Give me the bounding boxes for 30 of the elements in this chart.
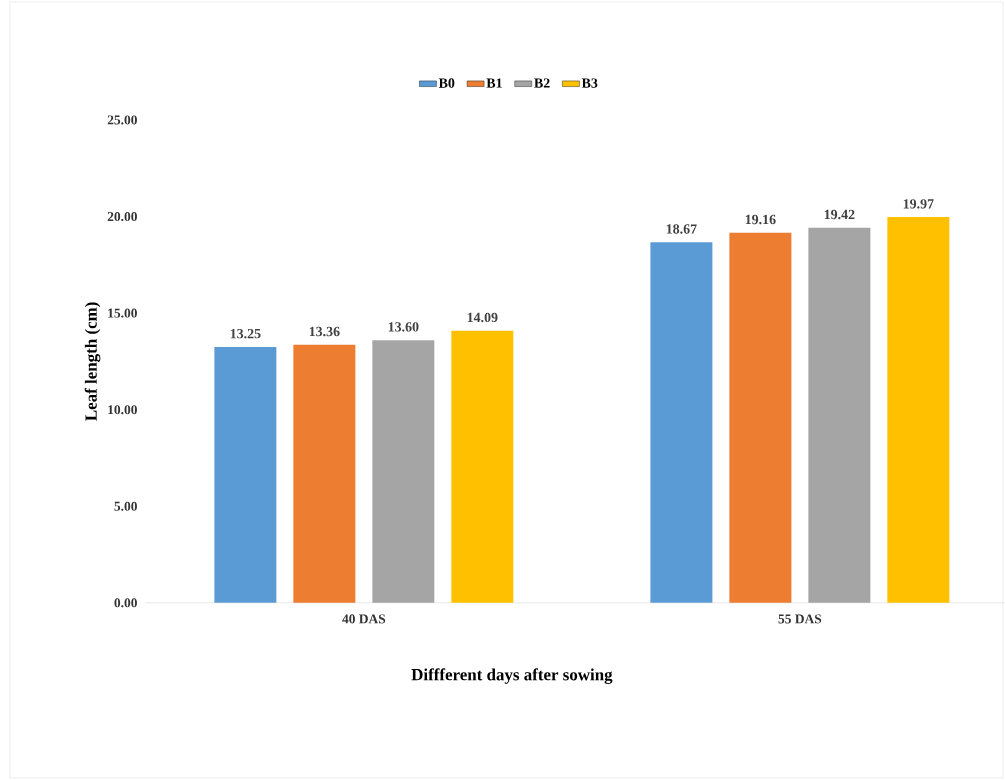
bar [808,227,871,603]
legend-label: B1 [486,78,502,88]
y-tick-label: 15.00 [108,308,137,318]
data-label: 19.97 [903,199,934,209]
data-label: 14.09 [467,312,498,323]
data-label: 19.42 [824,209,855,220]
bar [887,217,950,603]
bar [293,344,356,603]
bar [451,330,514,603]
y-tick-label: 20.00 [107,212,137,222]
data-label: 13.25 [230,329,261,339]
x-tick-label: 40 DAS [342,614,386,624]
bar [214,347,277,603]
y-tick-label: 0.00 [114,598,137,608]
bar [729,232,792,603]
bar [650,242,713,603]
y-tick-label: 5.00 [114,501,137,511]
x-tick-label: 55 DAS [778,614,822,624]
y-tick-label: 10.00 [108,405,137,415]
x-axis-title: Diffferent days after sowing [411,668,613,685]
bar [372,340,435,603]
legend-label: B0 [438,78,455,88]
y-axis-title: Leaf length (cm) [84,302,101,421]
data-label: 18.67 [666,224,697,234]
data-label: 19.16 [745,214,776,225]
legend-label: B3 [581,78,598,88]
legend-label: B2 [534,78,550,88]
y-tick-label: 25.00 [107,115,137,125]
data-label: 13.36 [309,326,340,337]
data-label: 13.60 [388,322,419,332]
